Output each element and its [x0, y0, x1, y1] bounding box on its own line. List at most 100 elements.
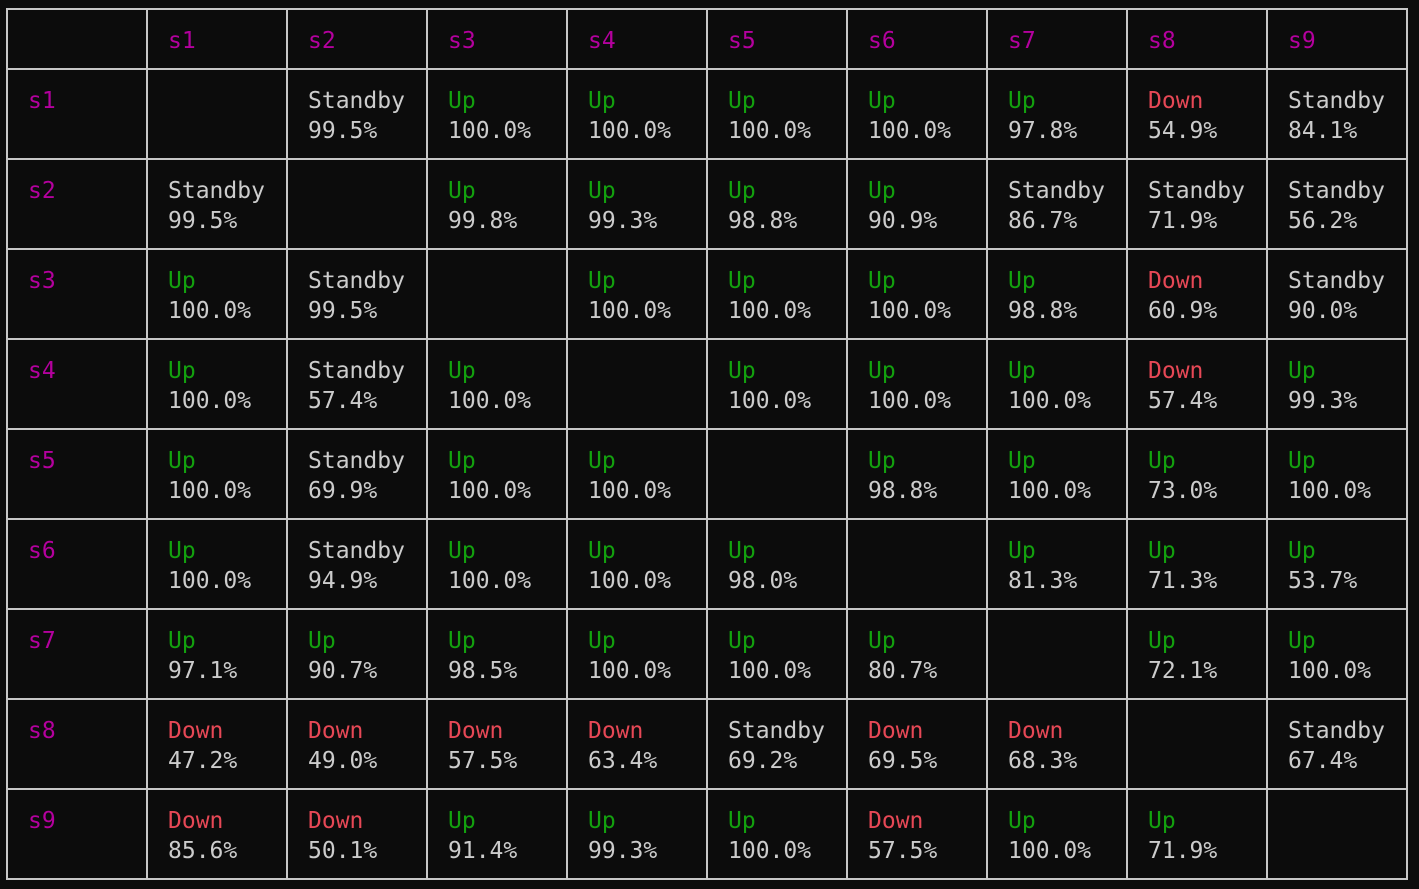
- matrix-cell: Up 100.0%: [1266, 608, 1408, 700]
- matrix-cell: Down 49.0%: [286, 698, 428, 790]
- matrix-cell: Up 98.8%: [986, 248, 1128, 340]
- uptime-percentage: 98.0%: [728, 568, 798, 594]
- cell-content: Up 100.0%: [568, 610, 706, 686]
- cell-content: Up 99.8%: [428, 160, 566, 236]
- matrix-cell-empty: [286, 158, 428, 250]
- status-label: Standby: [308, 268, 405, 294]
- cell-content: Standby 86.7%: [988, 160, 1126, 236]
- matrix-cell: Up 100.0%: [146, 518, 288, 610]
- matrix-cell: Up 98.0%: [706, 518, 848, 610]
- cell-content: Standby 99.5%: [148, 160, 286, 236]
- uptime-percentage: 100.0%: [448, 118, 532, 144]
- matrix-cell: Up 72.1%: [1126, 608, 1268, 700]
- cell-content: Up 80.7%: [848, 610, 986, 686]
- cell-content: Up 100.0%: [848, 70, 986, 146]
- cell-content: Up 98.5%: [428, 610, 566, 686]
- uptime-percentage: 99.5%: [168, 208, 238, 234]
- matrix-cell: Up 71.9%: [1126, 788, 1268, 880]
- status-label: Up: [1288, 538, 1316, 564]
- status-label: Standby: [308, 448, 405, 474]
- uptime-percentage: 72.1%: [1148, 658, 1218, 684]
- uptime-percentage: 60.9%: [1148, 298, 1218, 324]
- status-label: Standby: [728, 718, 825, 744]
- cell-content: Down 63.4%: [568, 700, 706, 776]
- uptime-percentage: 97.1%: [168, 658, 238, 684]
- status-label: Up: [1008, 538, 1036, 564]
- uptime-percentage: 86.7%: [1008, 208, 1078, 234]
- matrix-cell: Up 100.0%: [146, 428, 288, 520]
- status-label: Up: [868, 178, 896, 204]
- row-header-label: s4: [28, 358, 56, 384]
- uptime-percentage: 98.8%: [1008, 298, 1078, 324]
- matrix-cell: Up 100.0%: [846, 338, 988, 430]
- status-label: Up: [728, 88, 756, 114]
- matrix-cell: Up 100.0%: [426, 68, 568, 160]
- matrix-cell: Down 54.9%: [1126, 68, 1268, 160]
- cell-content: Up 100.0%: [428, 340, 566, 416]
- uptime-percentage: 100.0%: [1008, 478, 1092, 504]
- status-label: Up: [1148, 628, 1176, 654]
- row-header: s5: [6, 428, 148, 520]
- status-label: Up: [728, 628, 756, 654]
- matrix-cell: Down 50.1%: [286, 788, 428, 880]
- cell-content: Up 100.0%: [708, 70, 846, 146]
- cell-content: Standby 71.9%: [1128, 160, 1266, 236]
- cell-content: Down 85.6%: [148, 790, 286, 866]
- cell-content: Up 100.0%: [848, 340, 986, 416]
- matrix-cell: Up 71.3%: [1126, 518, 1268, 610]
- matrix-cell-empty: [986, 608, 1128, 700]
- uptime-percentage: 99.5%: [308, 298, 378, 324]
- uptime-percentage: 98.5%: [448, 658, 518, 684]
- matrix-row: s2 Standby 99.5% Up 99.8% Up 99.3% Up 98.8% Up 90.…: [6, 158, 1408, 250]
- status-label: Up: [1148, 448, 1176, 474]
- cell-content: Up 100.0%: [568, 250, 706, 326]
- uptime-percentage: 100.0%: [868, 388, 952, 414]
- status-label: Up: [1288, 628, 1316, 654]
- column-header-label: s2: [308, 28, 336, 54]
- uptime-percentage: 53.7%: [1288, 568, 1358, 594]
- matrix-cell: Standby 71.9%: [1126, 158, 1268, 250]
- status-label: Down: [868, 808, 924, 834]
- row-header-label: s9: [28, 808, 56, 834]
- matrix-cell: Standby 56.2%: [1266, 158, 1408, 250]
- status-label: Up: [448, 628, 476, 654]
- uptime-percentage: 99.8%: [448, 208, 518, 234]
- uptime-percentage: 90.7%: [308, 658, 378, 684]
- uptime-percentage: 100.0%: [1288, 658, 1372, 684]
- row-header: s2: [6, 158, 148, 250]
- cell-content: Standby 69.9%: [288, 430, 426, 506]
- cell-content: Up 100.0%: [428, 520, 566, 596]
- row-header-label: s5: [28, 448, 56, 474]
- cell-content: Up 100.0%: [568, 70, 706, 146]
- row-header: s1: [6, 68, 148, 160]
- status-label: Down: [1148, 88, 1204, 114]
- column-header: s4: [566, 8, 708, 70]
- matrix-cell: Down 57.5%: [846, 788, 988, 880]
- header-row: s1 s2 s3 s4 s5 s6 s7 s8 s9: [6, 8, 1408, 70]
- uptime-percentage: 100.0%: [868, 298, 952, 324]
- row-header-label: s3: [28, 268, 56, 294]
- status-label: Up: [728, 268, 756, 294]
- row-header-label: s2: [28, 178, 56, 204]
- cell-content: Up 100.0%: [988, 340, 1126, 416]
- uptime-percentage: 57.4%: [308, 388, 378, 414]
- uptime-percentage: 54.9%: [1148, 118, 1218, 144]
- status-label: Up: [168, 358, 196, 384]
- cell-content: Up 100.0%: [1268, 610, 1406, 686]
- cell-content: Down 57.5%: [848, 790, 986, 866]
- status-label: Up: [448, 178, 476, 204]
- uptime-percentage: 85.6%: [168, 838, 238, 864]
- uptime-percentage: 91.4%: [448, 838, 518, 864]
- matrix-cell: Standby 67.4%: [1266, 698, 1408, 790]
- uptime-percentage: 67.4%: [1288, 748, 1358, 774]
- status-label: Down: [588, 718, 644, 744]
- matrix-row: s8 Down 47.2% Down 49.0% Down 57.5% Down 63.4% St…: [6, 698, 1408, 790]
- uptime-percentage: 71.9%: [1148, 838, 1218, 864]
- corner-cell: [6, 8, 148, 70]
- status-label: Up: [1008, 448, 1036, 474]
- cell-content: Up 99.3%: [1268, 340, 1406, 416]
- cell-content: Up 98.8%: [708, 160, 846, 236]
- status-label: Up: [868, 358, 896, 384]
- cell-content: Up 73.0%: [1128, 430, 1266, 506]
- uptime-percentage: 73.0%: [1148, 478, 1218, 504]
